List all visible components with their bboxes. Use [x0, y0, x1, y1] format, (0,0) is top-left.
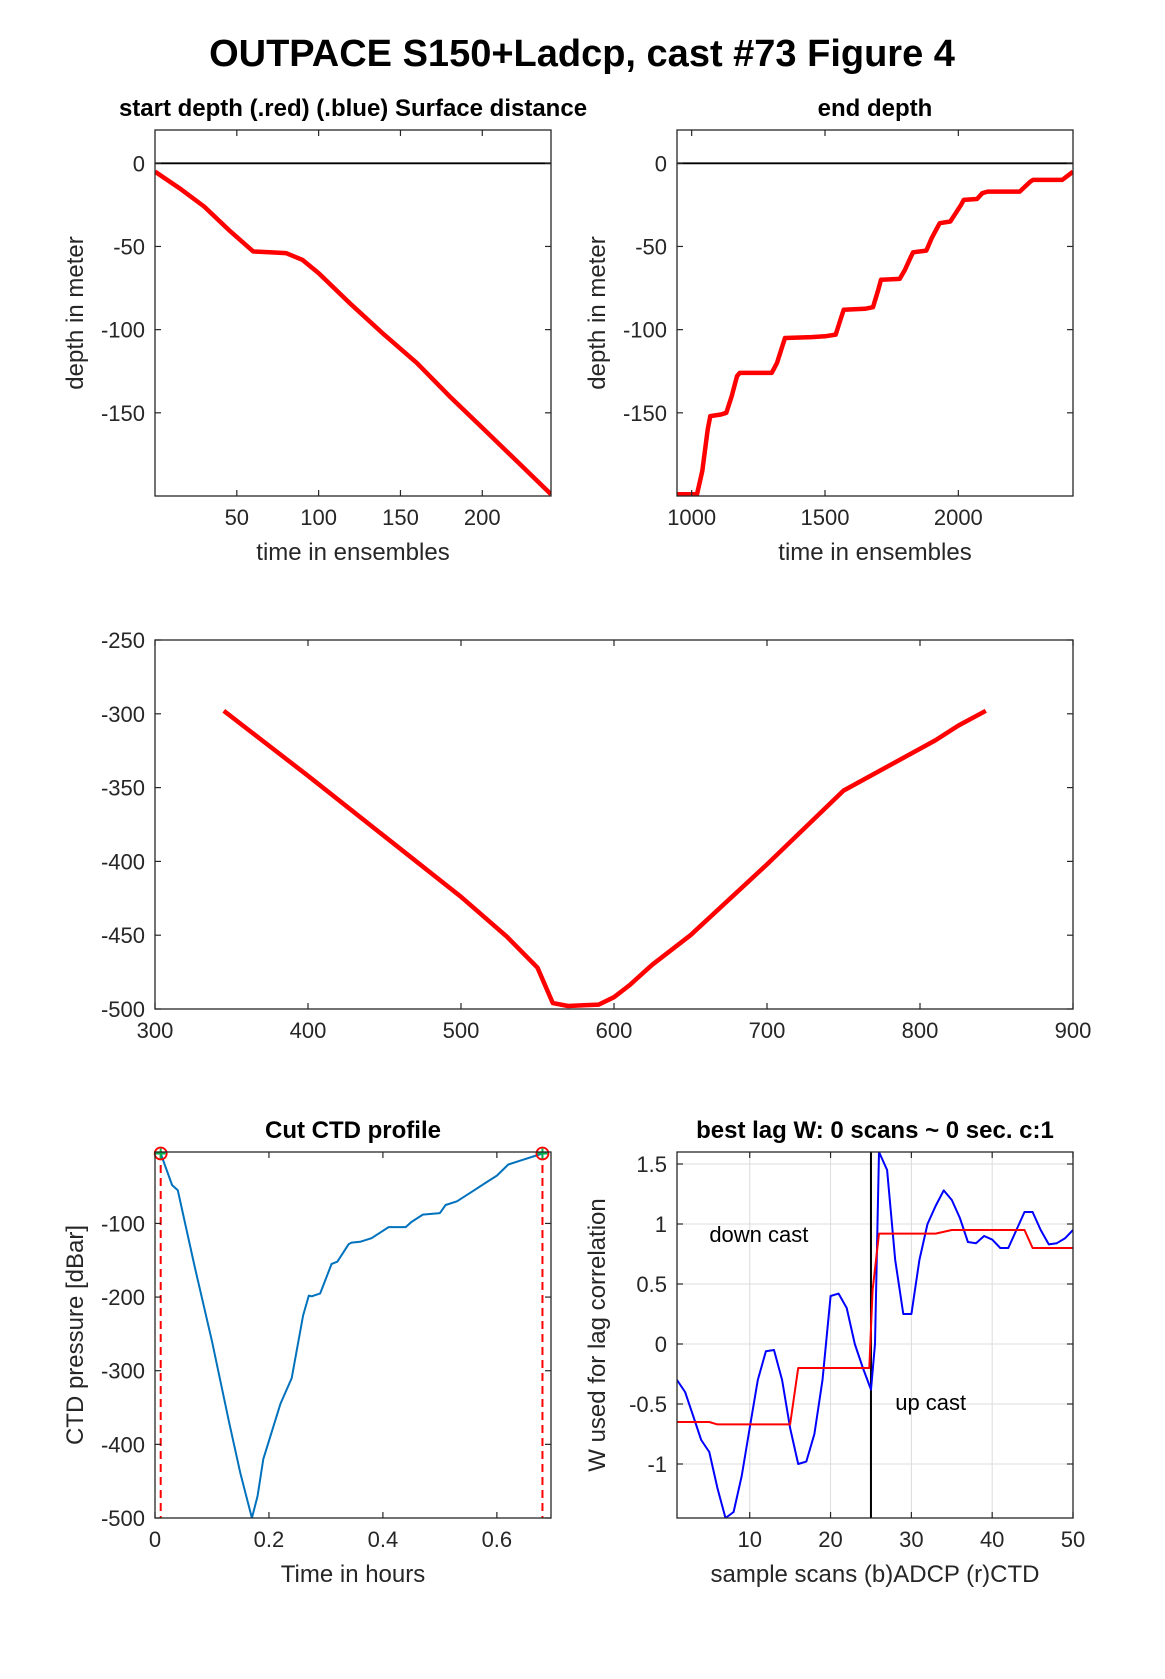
- data-layer: [159, 1152, 544, 1518]
- series-line-0: [159, 1152, 543, 1518]
- axes-middle-profile: 300 400 500 600 700 800 900 -250 -300 -350 -400 -45…: [101, 628, 1091, 1043]
- axes-frame: [154, 129, 552, 497]
- axes-best-lag: 10 20 30 40 50 1.5 1 0.5 0 -0.5 -1 best lag W: 0 sc…: [584, 1117, 1085, 1588]
- x-tick-label: 50: [1061, 1527, 1085, 1552]
- plot-area: [155, 1152, 551, 1518]
- y-tick-label: 1.5: [636, 1152, 667, 1177]
- data-layer: [222, 708, 987, 1009]
- axes-frame: [676, 1151, 1074, 1519]
- axes-title: start depth (.red) (.blue) Surface dista…: [119, 95, 587, 122]
- series-line-0: [677, 169, 1073, 496]
- y-tick-label: -200: [101, 1285, 145, 1310]
- x-tick-label: 600: [596, 1018, 633, 1043]
- y-tick-label: -150: [101, 401, 145, 426]
- axes-start-depth: 50 100 150 200 0 -50 -100 -150 start depth (.red…: [62, 95, 587, 566]
- x-tick-label: 2000: [934, 505, 983, 530]
- y-tick-label: -500: [101, 1506, 145, 1531]
- x-axis-label: sample scans (b)ADCP (r)CTD: [711, 1561, 1040, 1588]
- y-tick-label: -100: [101, 318, 145, 343]
- y-tick-label: 1: [655, 1212, 667, 1237]
- axes-title: best lag W: 0 scans ~ 0 sec. c:1: [696, 1117, 1054, 1144]
- data-layer: [677, 1152, 1073, 1518]
- y-tick-label: -400: [101, 849, 145, 874]
- y-tick-label: -450: [101, 923, 145, 948]
- x-axis-label: Time in hours: [281, 1561, 426, 1588]
- y-tick-label: -150: [623, 401, 667, 426]
- axes-end-depth: 1000 1500 2000 0 -50 -100 -150 end depth time in…: [584, 95, 1074, 566]
- x-tick-label: 200: [464, 505, 501, 530]
- x-tick-label: 300: [137, 1018, 174, 1043]
- y-tick-label: -1: [647, 1452, 667, 1477]
- x-tick-label: 400: [290, 1018, 327, 1043]
- y-tick-label: -100: [101, 1211, 145, 1236]
- plot-area: [155, 130, 551, 496]
- data-layer: [677, 162, 1073, 496]
- x-axis-label: time in ensembles: [256, 539, 449, 566]
- x-tick-label: 30: [899, 1527, 923, 1552]
- annotation-0: down cast: [709, 1222, 808, 1247]
- x-axis-label: time in ensembles: [778, 539, 971, 566]
- x-tick-label: 100: [300, 505, 337, 530]
- x-tick-label: 700: [749, 1018, 786, 1043]
- y-tick-label: 0: [133, 151, 145, 176]
- y-tick-label: 0.5: [636, 1272, 667, 1297]
- x-tick-label: 0: [149, 1527, 161, 1552]
- y-tick-label: -400: [101, 1432, 145, 1457]
- x-tick-label: 900: [1055, 1018, 1092, 1043]
- y-axis-label: CTD pressure [dBar]: [62, 1225, 89, 1445]
- annotation-1: up cast: [895, 1390, 966, 1415]
- y-tick-label: -100: [623, 318, 667, 343]
- x-tick-label: 0.6: [482, 1527, 513, 1552]
- axes-frame: [154, 1151, 552, 1519]
- plot-area: [155, 640, 1073, 1009]
- x-tick-label: 0.2: [254, 1527, 285, 1552]
- y-tick-label: -50: [635, 234, 667, 259]
- marker-cross-0: [155, 1148, 166, 1159]
- x-tick-label: 50: [225, 505, 249, 530]
- x-tick-label: 1500: [801, 505, 850, 530]
- x-tick-label: 150: [382, 505, 419, 530]
- series-line-0: [222, 708, 987, 1009]
- x-tick-label: 20: [818, 1527, 842, 1552]
- x-tick-label: 10: [737, 1527, 761, 1552]
- x-tick-label: 800: [902, 1018, 939, 1043]
- y-tick-label: -50: [113, 234, 145, 259]
- axes-title: end depth: [818, 95, 933, 122]
- y-axis-label: W used for lag correlation: [584, 1198, 611, 1471]
- x-tick-label: 500: [443, 1018, 480, 1043]
- marker-circle-1: [535, 1146, 550, 1161]
- y-tick-label: -250: [101, 628, 145, 653]
- y-axis-label: depth in meter: [584, 236, 611, 389]
- axes-cut-ctd-profile: 0 0.2 0.4 0.6 -100 -200 -300 -400 -500 Cut CTD pr…: [62, 1117, 552, 1588]
- y-tick-label: -350: [101, 776, 145, 801]
- x-tick-label: 40: [980, 1527, 1004, 1552]
- x-tick-label: 0.4: [368, 1527, 399, 1552]
- data-layer: [155, 162, 551, 496]
- series-line-0: [155, 169, 551, 496]
- series-line-0: [677, 1152, 1073, 1518]
- y-tick-label: 0: [655, 1332, 667, 1357]
- y-tick-label: -300: [101, 1359, 145, 1384]
- y-tick-label: -0.5: [629, 1392, 667, 1417]
- series-line-1: [677, 1229, 1073, 1426]
- y-tick-label: -300: [101, 702, 145, 727]
- x-tick-label: 1000: [667, 505, 716, 530]
- y-tick-label: -500: [101, 997, 145, 1022]
- axes-frame: [676, 129, 1074, 497]
- axes-title: Cut CTD profile: [265, 1117, 441, 1144]
- figure-title: OUTPACE S150+Ladcp, cast #73 Figure 4: [209, 33, 955, 75]
- marker-cross-1: [537, 1148, 548, 1159]
- y-tick-label: 0: [655, 151, 667, 176]
- y-axis-label: depth in meter: [62, 236, 89, 389]
- plot-area: [677, 130, 1073, 496]
